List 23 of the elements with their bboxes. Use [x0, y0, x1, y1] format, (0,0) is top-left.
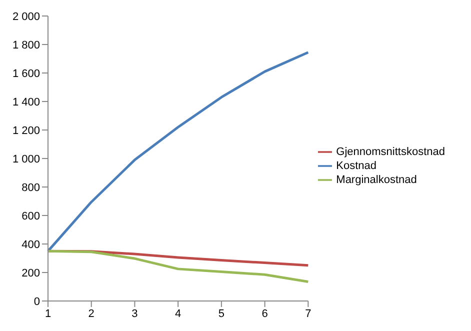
- x-tick-label: 5: [218, 308, 224, 320]
- y-tick-label: 1 600: [12, 68, 40, 80]
- x-tick-label: 2: [88, 308, 94, 320]
- y-tick-label: 1 800: [12, 39, 40, 52]
- y-tick-label: 400: [22, 238, 40, 251]
- line-series: [46, 250, 310, 284]
- x-tick-label: 6: [262, 308, 268, 320]
- legend-label: Marginalkostnad: [336, 173, 417, 186]
- y-tick-label: 1 000: [12, 153, 40, 166]
- y-tick-label: 200: [22, 267, 40, 280]
- x-tick-label: 1: [44, 308, 52, 320]
- x-tick-label: 4: [175, 308, 182, 320]
- x-tick-label: 3: [132, 308, 138, 320]
- legend-label: Gjennomsnittskostnad: [336, 145, 445, 158]
- y-tick-label: 0: [34, 296, 40, 308]
- y-tick-label: 1 400: [12, 96, 40, 108]
- x-tick-label: 7: [305, 308, 312, 320]
- y-tick-label: 2 000: [12, 10, 40, 23]
- y-tick-label: 600: [22, 210, 40, 222]
- y-tick-label: 1 200: [12, 124, 40, 137]
- y-tick-label: 800: [22, 182, 40, 194]
- legend-label: Kostnad: [336, 159, 377, 172]
- line-series: [46, 51, 310, 252]
